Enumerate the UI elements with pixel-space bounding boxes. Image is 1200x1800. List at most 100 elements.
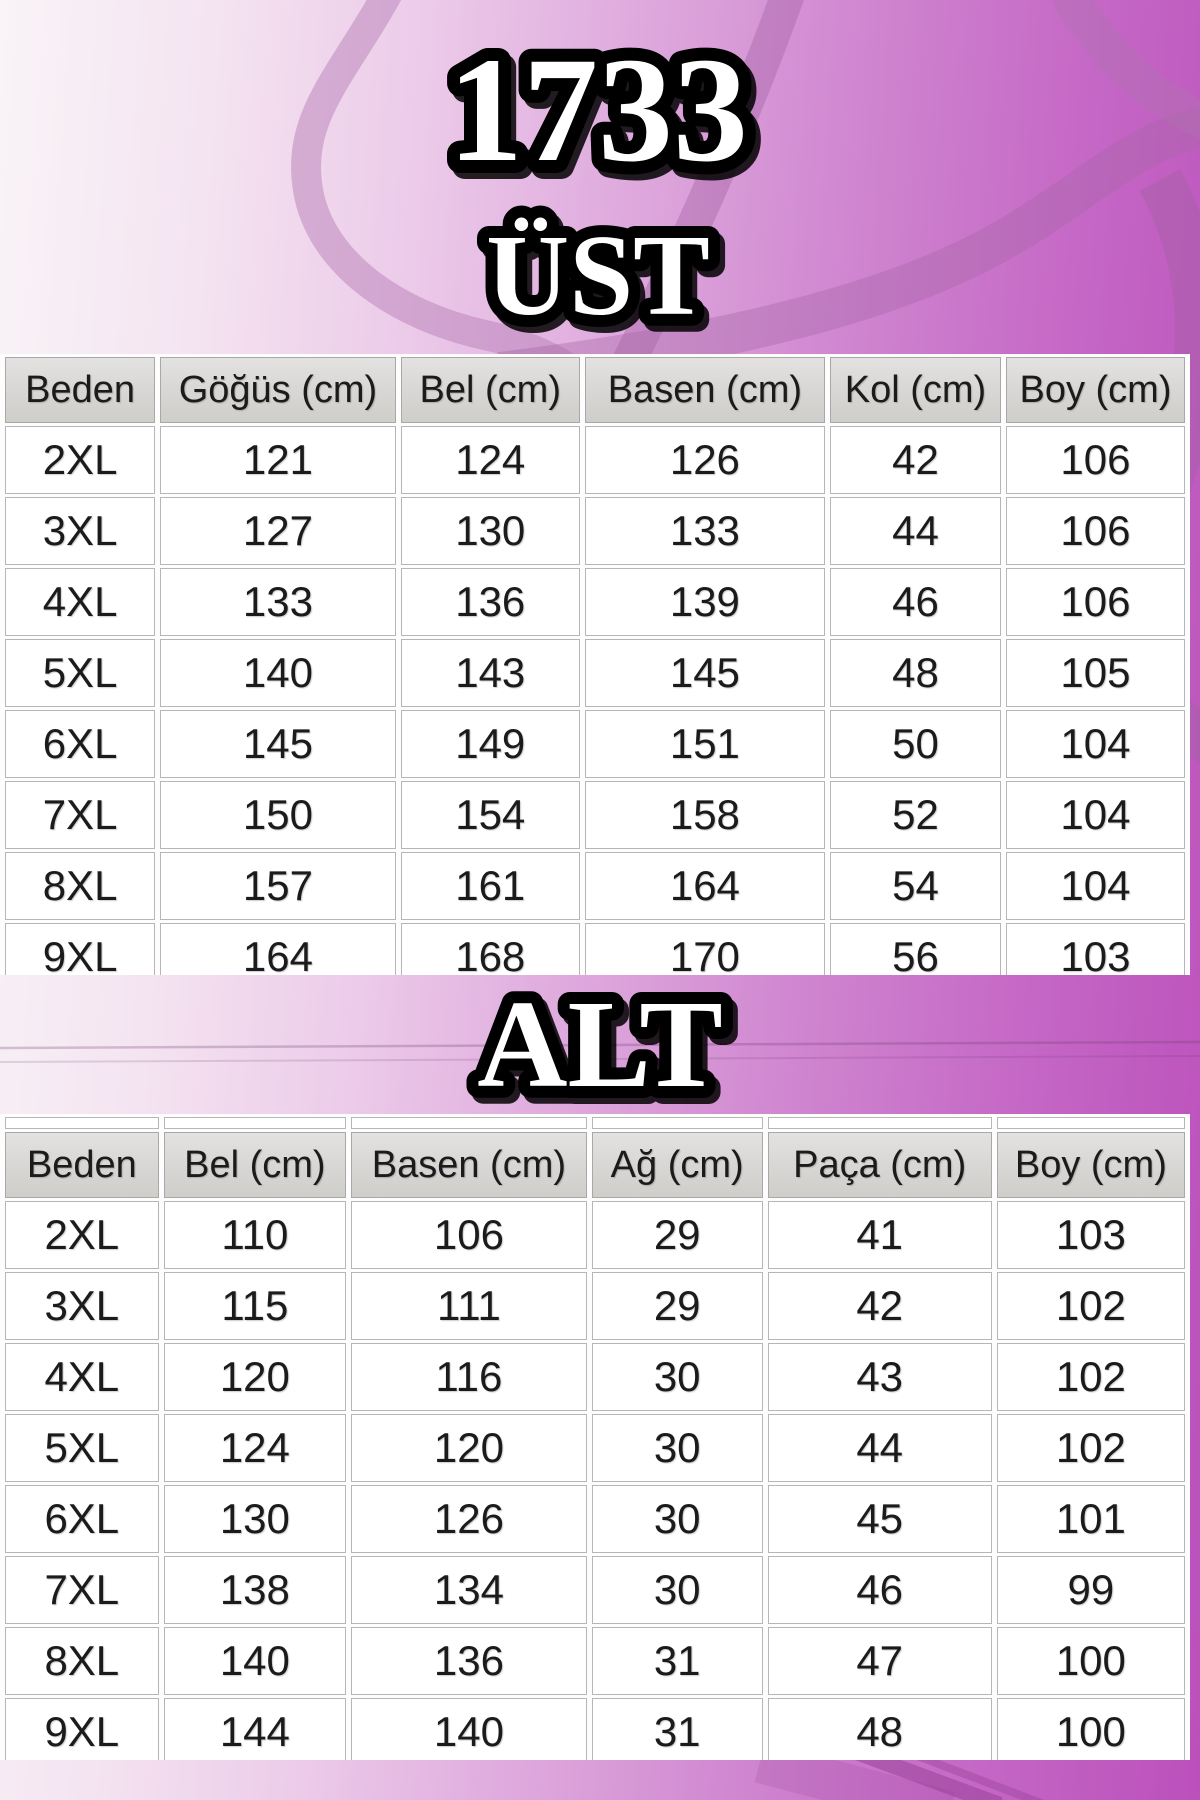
size-cell: 5XL	[5, 1414, 159, 1482]
value-cell: 136	[400, 568, 580, 636]
empty-cell	[5, 1117, 159, 1129]
value-cell: 99	[996, 1556, 1185, 1624]
value-cell: 52	[830, 781, 1001, 849]
value-cell: 140	[163, 1627, 347, 1695]
column-header-gogus: Göğüs (cm)	[160, 357, 396, 423]
value-cell: 154	[400, 781, 580, 849]
empty-cell	[351, 1117, 587, 1129]
table-row: 8XL 157 161 164 54 104	[5, 852, 1185, 920]
value-cell: 30	[591, 1485, 763, 1553]
table-row: 2XL 110 106 29 41 103	[5, 1201, 1185, 1269]
alt-table-body: Beden Bel (cm) Basen (cm) Ağ (cm) Paça (…	[5, 1117, 1185, 1760]
size-cell: 3XL	[5, 497, 156, 565]
value-cell: 31	[591, 1627, 763, 1695]
alt-table: Beden Bel (cm) Basen (cm) Ağ (cm) Paça (…	[0, 1114, 1190, 1760]
value-cell: 124	[400, 426, 580, 494]
table-row: 8XL 140 136 31 47 100	[5, 1627, 1185, 1695]
background-seam-line-2	[0, 1055, 1200, 1063]
empty-cell	[996, 1117, 1185, 1129]
value-cell: 126	[351, 1485, 587, 1553]
bottom-streak-soft	[754, 1741, 956, 1800]
value-cell: 164	[160, 923, 396, 975]
size-cell: 8XL	[5, 1627, 159, 1695]
value-cell: 102	[996, 1343, 1185, 1411]
value-cell: 102	[996, 1272, 1185, 1340]
value-cell: 100	[996, 1627, 1185, 1695]
size-cell: 7XL	[5, 781, 156, 849]
value-cell: 121	[160, 426, 396, 494]
table-row: 6XL 130 126 30 45 101	[5, 1485, 1185, 1553]
corner-curve	[1050, 0, 1200, 139]
size-cell: 6XL	[5, 1485, 159, 1553]
size-cell: 7XL	[5, 1556, 159, 1624]
value-cell: 46	[767, 1556, 992, 1624]
value-cell: 50	[830, 710, 1001, 778]
value-cell: 29	[591, 1272, 763, 1340]
value-cell: 140	[160, 639, 396, 707]
value-cell: 110	[163, 1201, 347, 1269]
value-cell: 133	[160, 568, 396, 636]
value-cell: 157	[160, 852, 396, 920]
empty-row	[5, 1117, 1185, 1129]
ust-table: Beden Göğüs (cm) Bel (cm) Basen (cm) Kol…	[0, 354, 1190, 975]
value-cell: 145	[584, 639, 825, 707]
value-cell: 136	[351, 1627, 587, 1695]
column-header-bel: Bel (cm)	[400, 357, 580, 423]
column-header-beden: Beden	[5, 1132, 159, 1198]
value-cell: 44	[767, 1414, 992, 1482]
value-cell: 103	[1005, 923, 1185, 975]
table-row: 4XL 133 136 139 46 106	[5, 568, 1185, 636]
table-row: 7XL 150 154 158 52 104	[5, 781, 1185, 849]
value-cell: 143	[400, 639, 580, 707]
hanger-wave-curve	[497, 107, 1200, 392]
value-cell: 30	[591, 1556, 763, 1624]
size-cell: 5XL	[5, 639, 156, 707]
value-cell: 56	[830, 923, 1001, 975]
value-cell: 104	[1005, 710, 1185, 778]
column-header-paca: Paça (cm)	[767, 1132, 992, 1198]
value-cell: 161	[400, 852, 580, 920]
value-cell: 127	[160, 497, 396, 565]
ust-section-banner: ÜST	[474, 200, 722, 351]
value-cell: 139	[584, 568, 825, 636]
value-cell: 106	[1005, 497, 1185, 565]
value-cell: 164	[584, 852, 825, 920]
value-cell: 43	[767, 1343, 992, 1411]
value-cell: 100	[996, 1698, 1185, 1760]
value-cell: 134	[351, 1556, 587, 1624]
value-cell: 44	[830, 497, 1001, 565]
product-code-title: 1733	[448, 27, 748, 193]
table-row: 5XL 124 120 30 44 102	[5, 1414, 1185, 1482]
value-cell: 158	[584, 781, 825, 849]
value-cell: 126	[584, 426, 825, 494]
column-header-basen: Basen (cm)	[584, 357, 825, 423]
value-cell: 48	[767, 1698, 992, 1760]
product-code-banner: 1733	[435, 14, 761, 206]
value-cell: 106	[1005, 568, 1185, 636]
value-cell: 42	[830, 426, 1001, 494]
value-cell: 145	[160, 710, 396, 778]
value-cell: 47	[767, 1627, 992, 1695]
table-row: 9XL 144 140 31 48 100	[5, 1698, 1185, 1760]
table-row: 4XL 120 116 30 43 102	[5, 1343, 1185, 1411]
value-cell: 150	[160, 781, 396, 849]
size-cell: 2XL	[5, 1201, 159, 1269]
value-cell: 120	[163, 1343, 347, 1411]
ust-table-body: Beden Göğüs (cm) Bel (cm) Basen (cm) Kol…	[5, 357, 1185, 975]
ust-section-title: ÜST	[486, 212, 710, 339]
value-cell: 140	[351, 1698, 587, 1760]
value-cell: 130	[163, 1485, 347, 1553]
background-seam-line	[0, 1040, 1200, 1050]
table-row: 5XL 140 143 145 48 105	[5, 639, 1185, 707]
value-cell: 120	[351, 1414, 587, 1482]
value-cell: 54	[830, 852, 1001, 920]
empty-cell	[163, 1117, 347, 1129]
value-cell: 48	[830, 639, 1001, 707]
value-cell: 115	[163, 1272, 347, 1340]
value-cell: 124	[163, 1414, 347, 1482]
alt-section-banner: ALT	[465, 964, 735, 1126]
alt-section-title: ALT	[477, 976, 723, 1114]
column-header-basen: Basen (cm)	[351, 1132, 587, 1198]
value-cell: 168	[400, 923, 580, 975]
table-row: 6XL 145 149 151 50 104	[5, 710, 1185, 778]
